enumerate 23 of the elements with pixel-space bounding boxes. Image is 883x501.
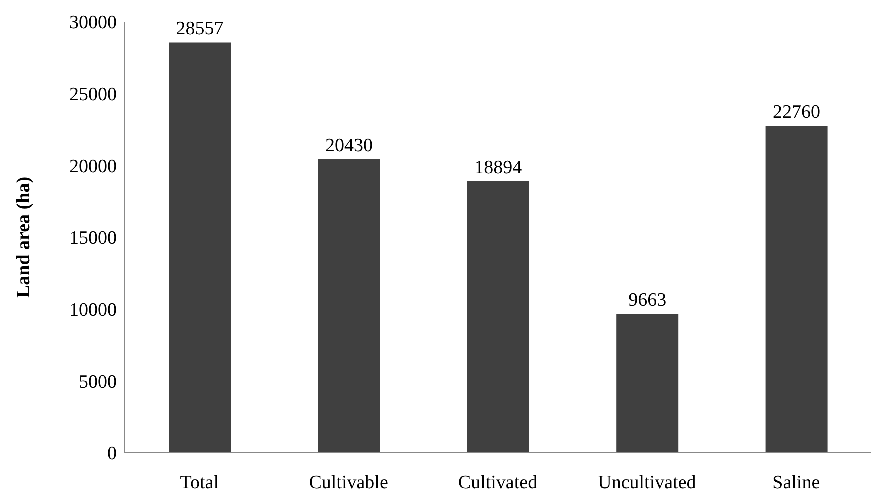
x-tick-label: Uncultivated (598, 472, 697, 494)
bar (169, 42, 231, 453)
bar (616, 314, 679, 453)
x-tick-label: Cultivated (458, 472, 538, 494)
data-label: 9663 (628, 290, 667, 312)
x-tick-label: Cultivable (309, 472, 388, 494)
data-label: 22760 (773, 102, 821, 124)
data-label: 20430 (325, 135, 373, 156)
bar (467, 182, 530, 453)
data-label: 18894 (474, 158, 523, 179)
x-tick-label: Saline (772, 472, 820, 494)
y-tick-label: 30000 (70, 12, 117, 34)
x-tick-label: Total (180, 472, 219, 494)
data-label: 28557 (176, 18, 224, 40)
y-tick-label: 25000 (70, 84, 117, 106)
y-tick-label: 5000 (79, 372, 117, 393)
bar (318, 159, 380, 453)
bar (766, 126, 828, 453)
y-axis-title: Land area (ha) (14, 176, 35, 298)
y-tick-label: 10000 (70, 300, 117, 322)
y-tick-label: 15000 (70, 228, 117, 250)
y-tick-label: 20000 (70, 156, 117, 178)
y-tick-label: 0 (108, 444, 117, 465)
